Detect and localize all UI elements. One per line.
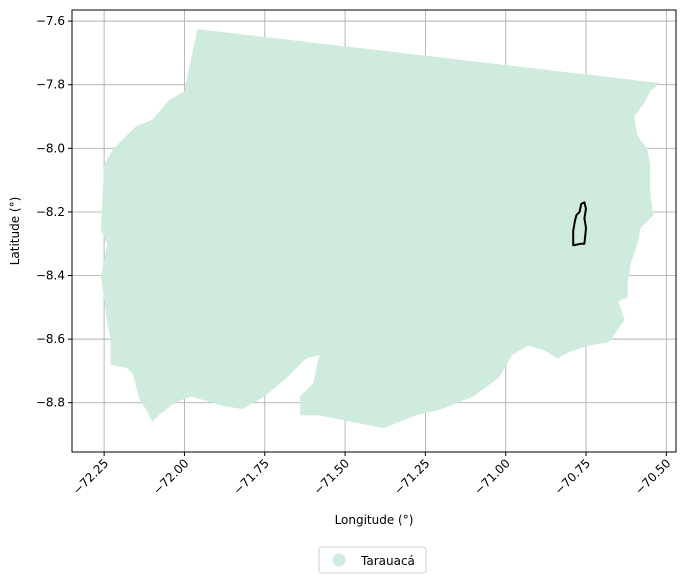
y-tick-label: −8.6 xyxy=(36,332,65,346)
x-tick-label: −71.00 xyxy=(472,456,513,497)
y-tick-label: −7.8 xyxy=(36,78,65,92)
legend-frame xyxy=(318,546,427,574)
legend: Tarauacá xyxy=(318,546,427,574)
x-tick-label: −71.25 xyxy=(391,456,432,497)
legend-label: Tarauacá xyxy=(360,554,415,568)
outlined-area xyxy=(572,201,587,247)
axes-frame xyxy=(71,9,677,453)
x-tick-label: −70.75 xyxy=(552,456,593,497)
legend-marker xyxy=(332,553,346,567)
y-axis-ticks: −7.6 −7.8 −8.0 −8.2 −8.4 −8.6 −8.8 xyxy=(36,14,72,410)
x-axis-label: Longitude (°) xyxy=(335,513,414,527)
y-tick-label: −8.8 xyxy=(36,396,65,410)
x-tick-label: −72.25 xyxy=(70,456,111,497)
x-tick-label: −70.50 xyxy=(632,456,673,497)
y-axis-label: Latitude (°) xyxy=(8,197,22,266)
x-tick-label: −71.50 xyxy=(311,456,352,497)
x-axis-ticks: −72.25 −72.00 −71.75 −71.50 −71.25 −71.00 −70.… xyxy=(70,452,673,498)
y-tick-label: −7.6 xyxy=(36,14,65,28)
region-tarauaca xyxy=(100,29,660,429)
x-tick-label: −72.00 xyxy=(150,456,191,497)
x-tick-label: −71.75 xyxy=(231,456,272,497)
y-tick-label: −8.4 xyxy=(36,269,65,283)
y-tick-label: −8.0 xyxy=(36,141,65,155)
y-tick-label: −8.2 xyxy=(36,205,65,219)
region-layer xyxy=(100,29,660,429)
